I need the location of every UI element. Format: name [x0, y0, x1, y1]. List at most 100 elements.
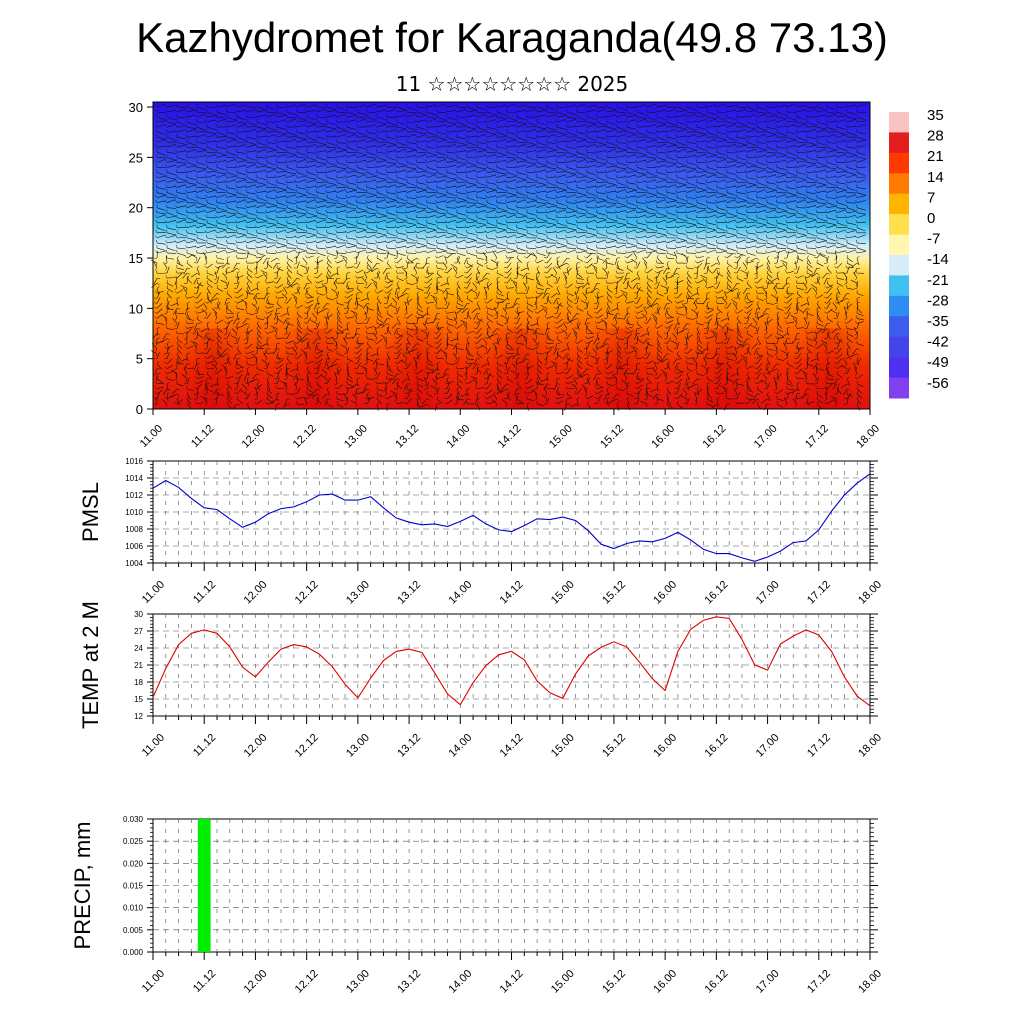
wind-barb [526, 402, 530, 405]
wind-barb [586, 376, 590, 379]
wind-vector [841, 383, 848, 388]
wind-barb [365, 330, 368, 334]
wind-vector [166, 378, 174, 381]
wind-vector [806, 348, 813, 354]
wind-barb [724, 393, 728, 397]
wind-barb [834, 366, 838, 369]
wind-barb [536, 380, 538, 384]
wind-barb [694, 392, 698, 395]
wind-barb [316, 330, 320, 334]
wind-barb [154, 311, 158, 314]
wind-vector [336, 398, 344, 402]
wind-vector [376, 393, 384, 398]
wind-barb [394, 342, 398, 344]
wind-barb [715, 360, 718, 364]
wind-barb [316, 381, 319, 384]
wind-barb [766, 398, 770, 401]
wind-barb [366, 340, 369, 344]
wind-vector [734, 346, 738, 354]
wind-vector [363, 367, 368, 374]
wind-barb [824, 387, 828, 390]
wind-vector [496, 311, 499, 319]
wind-barb [696, 345, 699, 349]
wind-barb [714, 377, 718, 380]
wind-vector [306, 368, 312, 375]
wind-vector [602, 338, 608, 345]
wind-vector [532, 328, 538, 335]
wind-vector [776, 336, 780, 344]
wind-barb [254, 393, 258, 396]
wind-vector [216, 328, 223, 333]
wind-vector [226, 388, 231, 396]
wind-barb [554, 317, 558, 319]
wind-vector [586, 339, 594, 344]
wind-vector [431, 318, 438, 324]
wind-vector [616, 338, 624, 340]
wind-vector [716, 342, 724, 344]
wind-barb [646, 382, 650, 385]
wind-vector [506, 328, 513, 333]
wind-vector [556, 388, 560, 396]
wind-vector [441, 373, 448, 379]
wind-barb [314, 377, 318, 380]
wind-barb [676, 316, 680, 319]
wind-vector [756, 357, 762, 364]
wind-vectors [150, 103, 867, 412]
wind-vector [740, 354, 748, 359]
wind-vector [761, 398, 768, 404]
wind-vector [356, 357, 361, 364]
wind-vector [226, 403, 233, 410]
wind-barb [464, 378, 468, 381]
wind-barb [555, 330, 558, 334]
wind-vector [176, 398, 180, 406]
wind-vector [604, 393, 608, 401]
wind-vector [466, 380, 474, 385]
wind-vector [676, 403, 683, 409]
wind-vector [596, 320, 604, 324]
wind-vector [236, 348, 242, 355]
wind-barb [756, 398, 760, 401]
wind-vector [316, 358, 323, 364]
wind-vector [196, 368, 201, 376]
wind-barb [486, 321, 490, 324]
wind-barb [226, 401, 229, 405]
wind-vector [720, 318, 728, 322]
wind-vector [204, 378, 208, 386]
wind-barb [265, 363, 268, 367]
wind-vector [616, 358, 622, 365]
wind-vector [316, 333, 322, 340]
wind-barb [716, 353, 720, 356]
wind-barb [346, 366, 350, 369]
wind-vector [756, 338, 762, 345]
wind-barb [565, 333, 568, 337]
wind-barb [784, 403, 788, 407]
wind-barb [616, 355, 619, 359]
wind-vector [166, 370, 174, 375]
wind-barb [186, 401, 189, 405]
wind-vector [742, 357, 748, 364]
wind-vector [200, 328, 208, 333]
wind-vector [236, 370, 244, 375]
wind-vector [286, 340, 294, 344]
wind-vector [726, 336, 730, 344]
wind-vector [426, 368, 434, 371]
wind-vector [736, 323, 739, 331]
wind-vector [700, 348, 708, 353]
wind-vector [576, 368, 581, 375]
wind-vector [766, 393, 771, 401]
wind-barb [225, 368, 228, 372]
wind-barb [616, 335, 618, 339]
wind-barb [645, 318, 648, 322]
wind-barb [364, 318, 368, 321]
wind-vector [791, 388, 798, 395]
wind-vector [786, 391, 794, 395]
wind-barb [484, 336, 488, 339]
wind-vector [260, 343, 268, 348]
wind-vector [336, 353, 344, 357]
wind-vector [266, 393, 273, 399]
wind-barb [156, 372, 160, 375]
wind-vector [156, 328, 159, 336]
wind-vector [276, 353, 280, 361]
wind-barb [484, 377, 488, 380]
wind-barb [715, 391, 718, 395]
